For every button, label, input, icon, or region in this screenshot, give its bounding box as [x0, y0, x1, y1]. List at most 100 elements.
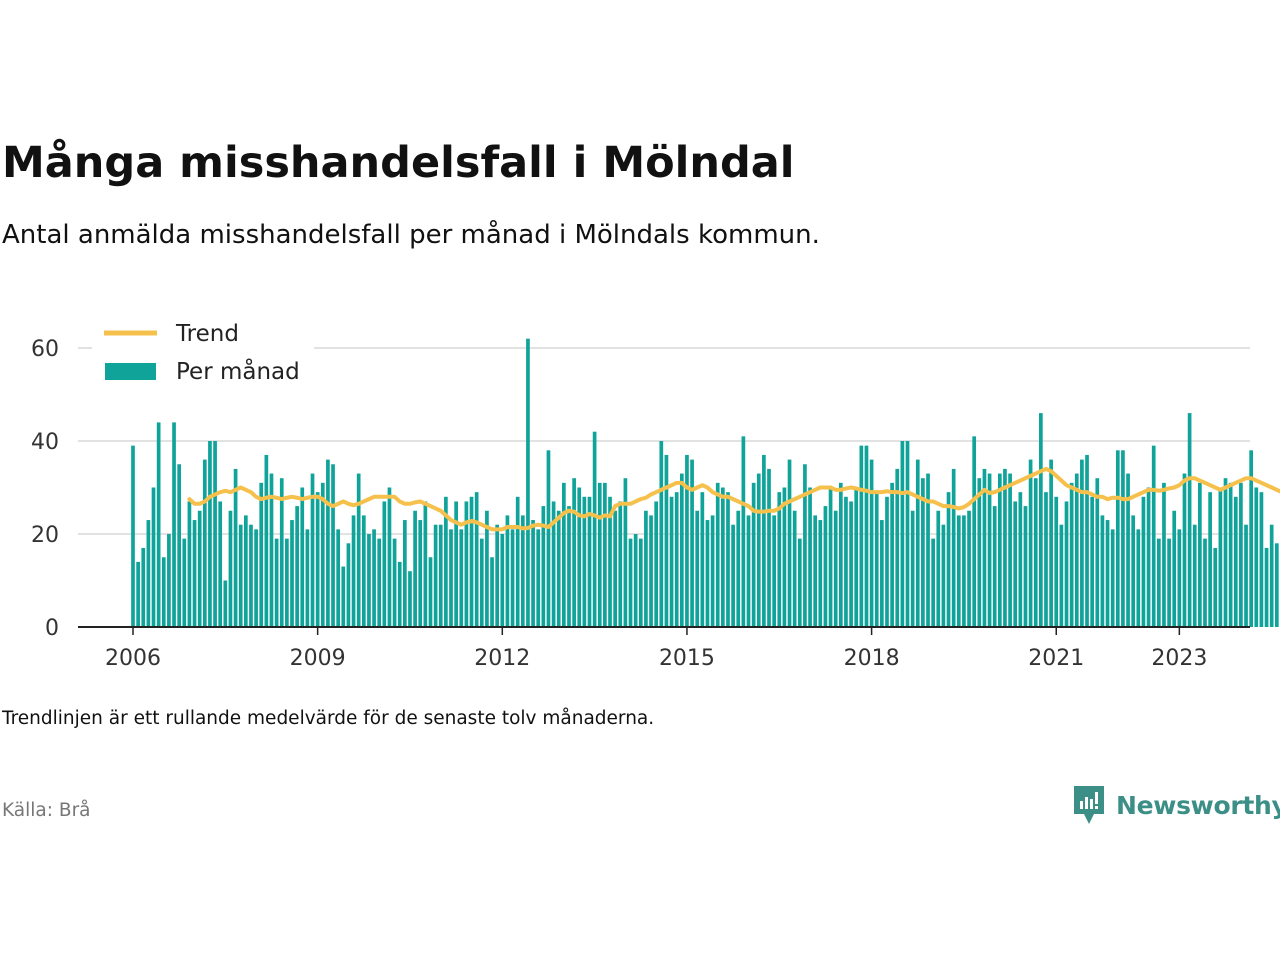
bar	[1269, 524, 1274, 627]
legend-trend-label: Trend	[175, 321, 239, 347]
bar	[202, 459, 207, 627]
bar	[577, 487, 582, 627]
bar	[1218, 487, 1223, 627]
bar	[644, 510, 648, 627]
bar	[505, 515, 510, 627]
x-tick-label: 2012	[474, 646, 530, 671]
bar	[1054, 496, 1059, 627]
bar	[459, 529, 464, 627]
bar	[951, 468, 956, 627]
brand-name: Newsworthy	[1116, 790, 1280, 820]
bar	[285, 538, 289, 627]
bar	[1182, 473, 1187, 627]
bar	[1105, 520, 1110, 627]
footnote: Trendlinjen är ett rullande medelvärde f…	[2, 708, 655, 729]
bar	[500, 534, 505, 627]
bar	[1085, 454, 1089, 627]
bar	[859, 445, 864, 627]
bar	[161, 557, 166, 627]
bar	[1018, 492, 1023, 627]
bar	[1162, 482, 1166, 627]
bar	[936, 510, 941, 627]
bar	[813, 515, 818, 627]
bar	[433, 524, 438, 627]
bar	[269, 473, 274, 627]
bar	[962, 515, 966, 627]
bar	[1064, 501, 1069, 627]
bar	[613, 510, 617, 627]
bar	[992, 506, 997, 627]
bar	[1044, 492, 1048, 627]
bar	[1146, 487, 1151, 627]
bar	[1213, 547, 1218, 627]
bar	[490, 557, 494, 627]
bar	[972, 436, 977, 627]
bar	[941, 524, 946, 627]
bar	[392, 538, 397, 627]
bar	[177, 464, 182, 627]
bar	[1167, 538, 1171, 627]
bar	[731, 524, 735, 627]
bar	[1074, 473, 1079, 627]
bar	[556, 510, 561, 627]
bar	[238, 524, 243, 627]
bar	[428, 557, 433, 627]
bar	[638, 538, 643, 627]
legend: Trend Per månad	[92, 316, 314, 390]
bar	[567, 506, 571, 627]
bar	[1110, 529, 1115, 627]
x-tick-label: 2023	[1151, 646, 1207, 671]
bar	[315, 492, 320, 627]
bar	[1008, 473, 1012, 627]
bars-per-month	[131, 338, 1279, 627]
bar	[438, 524, 443, 627]
bar	[885, 496, 889, 627]
bar	[1049, 459, 1053, 627]
x-tick-label: 2015	[659, 646, 715, 671]
bar	[921, 478, 925, 627]
bar	[146, 520, 151, 627]
bar	[1080, 459, 1084, 627]
bar	[520, 515, 525, 627]
bar	[208, 441, 212, 627]
bar	[1233, 496, 1238, 627]
bar	[880, 520, 884, 627]
bar	[751, 482, 756, 627]
bar	[633, 534, 638, 627]
bar	[956, 515, 961, 627]
bar	[1187, 413, 1192, 627]
bar	[546, 450, 551, 627]
bar	[151, 487, 156, 627]
bar	[977, 478, 982, 627]
bar	[515, 496, 520, 627]
bar	[387, 487, 392, 627]
bar	[572, 478, 576, 627]
bar	[402, 520, 407, 627]
bar	[243, 515, 248, 627]
bar	[377, 538, 382, 627]
bar	[495, 524, 500, 627]
bar	[654, 501, 659, 627]
bar	[797, 538, 802, 627]
bar	[782, 487, 787, 627]
bar	[305, 529, 310, 627]
bar	[464, 501, 469, 627]
bar	[1198, 482, 1202, 627]
bar	[664, 454, 669, 627]
bar	[931, 538, 935, 627]
bar	[259, 482, 264, 627]
bar	[223, 580, 228, 627]
bar	[1033, 478, 1038, 627]
bar	[397, 561, 402, 627]
bar	[167, 534, 171, 627]
bar	[562, 482, 566, 627]
bar	[849, 501, 853, 627]
bar	[141, 547, 146, 627]
bar	[669, 496, 674, 627]
legend-bar-label: Per månad	[176, 357, 300, 385]
bar	[736, 510, 741, 627]
x-tick-label: 2018	[844, 646, 900, 671]
bar	[741, 436, 746, 627]
bar	[1249, 450, 1254, 627]
y-tick-label: 60	[31, 337, 59, 362]
